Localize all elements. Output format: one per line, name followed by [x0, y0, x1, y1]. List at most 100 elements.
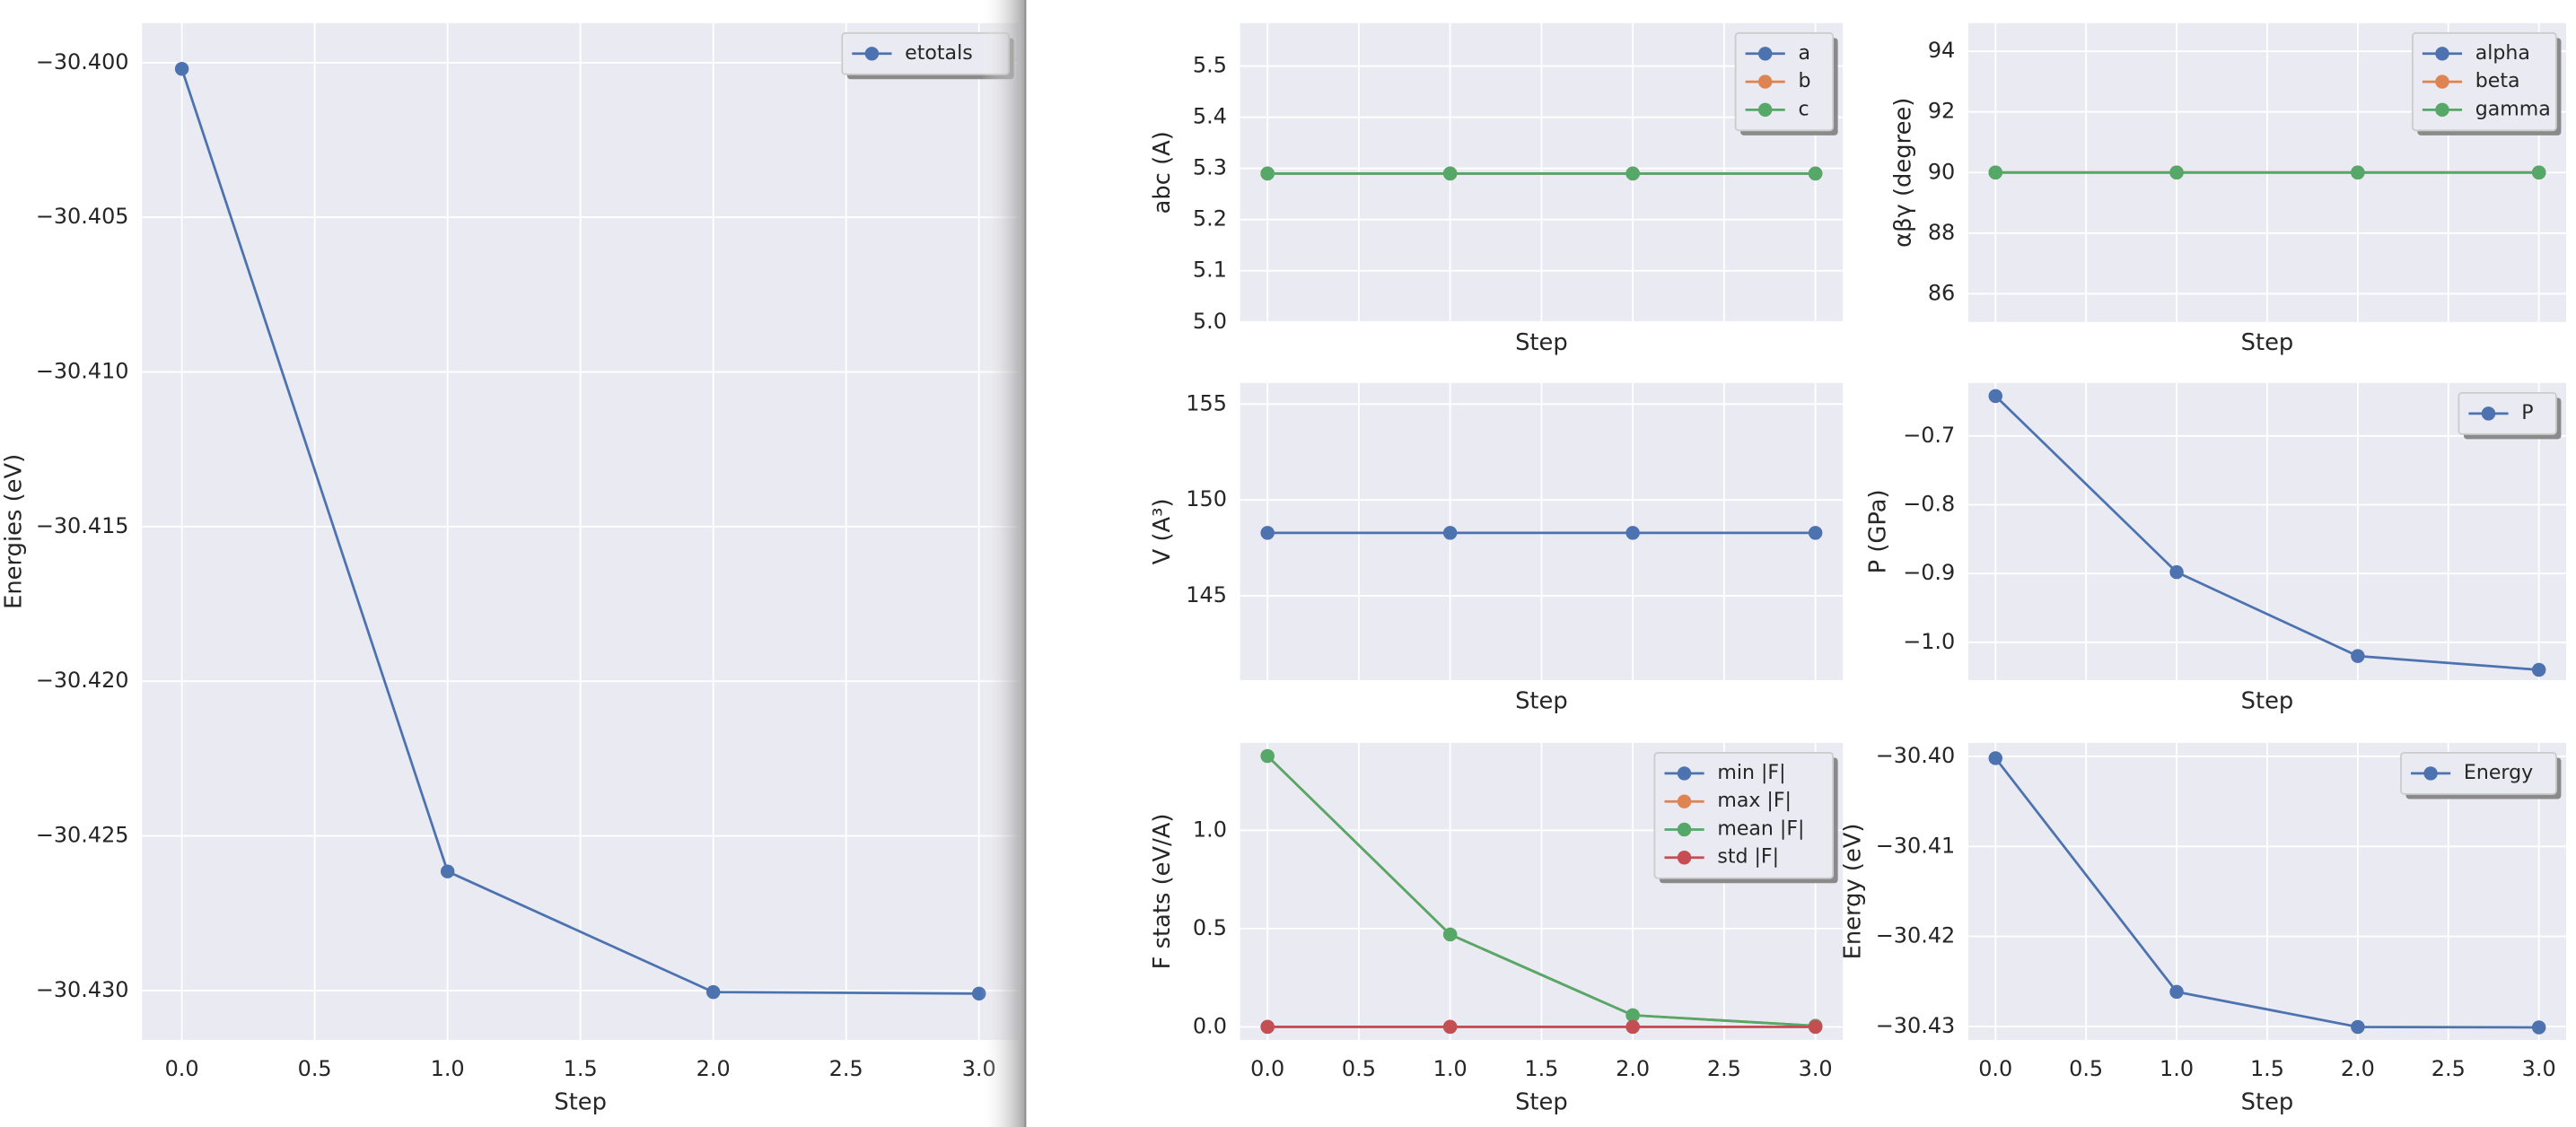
legend-label: std |F| [1717, 846, 1779, 869]
legend-marker [2481, 406, 2496, 421]
marker [1988, 751, 2002, 765]
chart: 145 150 155 Step V (A³) [1149, 382, 1844, 714]
legend: etotals [841, 31, 1014, 80]
series-line [1994, 395, 2539, 671]
x-axis-label: Step [2241, 1088, 2294, 1115]
y-tick-label: −1.0 [1903, 629, 1955, 654]
x-tick-label: 2.0 [1616, 1056, 1650, 1081]
y-axis-label: Energies (eV) [1, 454, 28, 609]
y-tick-label: 94 [1928, 38, 1955, 63]
chart: −1.0 −0.9 −0.8 −0.7 Step P (GPa) P [1864, 382, 2566, 714]
x-tick-label: 0.0 [165, 1056, 199, 1081]
legend: Energy [2400, 752, 2562, 799]
y-tick-label: −0.7 [1903, 423, 1955, 448]
legend-marker [1677, 822, 1692, 837]
x-tick-label: 2.5 [2431, 1056, 2466, 1081]
y-tick-label: 1.0 [1193, 817, 1227, 842]
legend-marker [1757, 102, 1773, 118]
marker [1808, 166, 1823, 181]
marker [1808, 1019, 1823, 1035]
legend-marker [864, 47, 880, 61]
marker [1808, 526, 1823, 540]
x-axis-label: Step [1515, 1088, 1568, 1115]
marker [2531, 1020, 2546, 1035]
marker [1442, 526, 1458, 540]
legend-label: c [1798, 98, 1809, 120]
series-line [1266, 755, 1816, 1027]
x-tick-label: 0.5 [1342, 1056, 1376, 1081]
y-tick-label: −30.410 [36, 359, 129, 384]
y-tick-label: −30.42 [1876, 923, 1955, 948]
y-tick-label: 88 [1928, 220, 1955, 245]
marker [1260, 748, 1275, 764]
marker [1988, 165, 2002, 179]
marker [2351, 649, 2365, 663]
marker [1442, 927, 1458, 942]
marker [1625, 526, 1640, 540]
x-tick-label: 1.0 [2160, 1056, 2194, 1081]
marker [2531, 165, 2546, 179]
y-tick-label: 5.2 [1193, 206, 1227, 232]
x-tick-label: 3.0 [2522, 1056, 2556, 1081]
y-tick-label: −30.430 [36, 977, 129, 1002]
legend-marker [2435, 47, 2449, 61]
x-axis-label: Step [2241, 687, 2294, 714]
legend-label: a [1798, 42, 1810, 65]
x-tick-label: 2.0 [697, 1056, 731, 1081]
legend-box [2400, 752, 2557, 795]
x-tick-label: 1.5 [2250, 1056, 2284, 1081]
y-tick-label: 0.0 [1193, 1013, 1227, 1038]
y-axis-label: P (GPa) [1864, 489, 1891, 573]
marker [1625, 1019, 1640, 1035]
legend-label: min |F| [1717, 762, 1785, 784]
x-tick-label: 0.0 [1250, 1056, 1284, 1081]
legend: alpha beta gamma [2411, 31, 2562, 135]
legend-marker [1757, 47, 1773, 61]
y-tick-label: 150 [1186, 486, 1227, 511]
chart: 5.0 5.1 5.2 5.3 5.4 5.5 Step abc (A) abc [1149, 22, 1844, 356]
legend-marker [2435, 102, 2449, 118]
marker [1442, 1019, 1458, 1035]
x-tick-label: 1.5 [564, 1056, 598, 1081]
y-tick-label: −30.425 [36, 823, 129, 848]
y-tick-label: 90 [1928, 159, 1955, 184]
marker [1625, 1008, 1640, 1023]
y-tick-label: 145 [1186, 582, 1227, 607]
marker [2531, 662, 2546, 677]
y-tick-label: 155 [1186, 390, 1227, 415]
x-tick-label: 2.5 [829, 1056, 863, 1081]
marker [2169, 564, 2184, 580]
legend-marker [1677, 766, 1692, 781]
chart: −30.430 −30.425 −30.420 −30.415 −30.410 −30.4… [1, 22, 1020, 1115]
y-tick-label: 5.3 [1193, 155, 1227, 180]
series-line [180, 68, 979, 995]
x-tick-label: 0.0 [1978, 1056, 2012, 1081]
y-axis-label: αβγ (degree) [1889, 98, 1916, 248]
legend-marker [2423, 766, 2438, 781]
legend-label: mean |F| [1717, 817, 1804, 840]
marker [174, 62, 189, 76]
y-tick-label: −30.415 [36, 513, 129, 538]
plots: −30.430 −30.425 −30.420 −30.415 −30.410 −30.4… [1, 22, 2566, 1115]
marker [705, 984, 721, 1000]
legend-box [1653, 752, 1835, 879]
x-axis-label: Step [554, 1088, 607, 1115]
x-tick-label: 0.5 [298, 1056, 332, 1081]
series-line [1994, 757, 2539, 1029]
marker [1625, 166, 1640, 181]
x-tick-label: 0.5 [2069, 1056, 2103, 1081]
y-tick-label: 92 [1928, 99, 1955, 124]
x-tick-label: 1.0 [431, 1056, 465, 1081]
x-tick-label: 2.0 [2341, 1056, 2375, 1081]
x-axis-label: Step [2241, 329, 2294, 356]
y-axis-label: abc (A) [1149, 131, 1176, 214]
legend: min |F| max |F| mean |F| std |F| [1653, 752, 1838, 884]
marker [2169, 984, 2184, 1000]
chart: 0.0 0.5 1.0 0.0 0.5 1.0 1.5 2.0 2.5 3.0 Step F stat… [1149, 742, 1844, 1115]
y-axis-label: F stats (eV/A) [1149, 814, 1176, 970]
y-tick-label: −30.40 [1876, 743, 1955, 768]
x-axis-label: Step [1515, 329, 1568, 356]
legend-box [2411, 31, 2557, 132]
y-tick-label: −0.9 [1903, 560, 1955, 585]
